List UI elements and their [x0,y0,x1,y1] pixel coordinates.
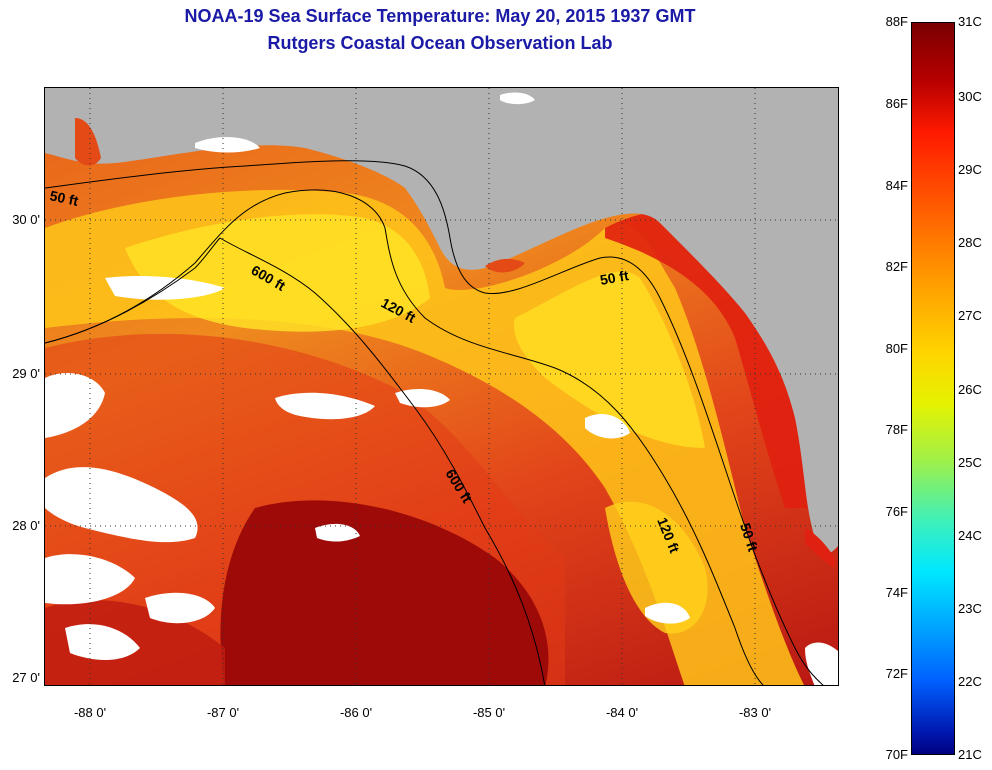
colorbar-label-22c: 22C [958,674,982,689]
lat-label-28: 28 0' [12,518,40,533]
colorbar-label-88f: 88F [885,14,908,29]
colorbar-label-30c: 30C [958,89,982,104]
lon-label-84: -84 0' [605,705,639,720]
chart-title: NOAA-19 Sea Surface Temperature: May 20,… [184,6,696,26]
lon-label-88: -88 0' [73,705,107,720]
contour-label-50ft-west: 50 ft [48,187,80,209]
bathymetry-contours [45,160,824,685]
colorbar-label-29c: 29C [958,162,982,177]
colorbar-label-70f: 70F [885,747,908,762]
colorbar-label-23c: 23C [958,601,982,616]
colorbar-label-28c: 28C [958,235,982,250]
lat-label-27: 27 0' [12,670,40,685]
colorbar-label-78f: 78F [885,422,908,437]
colorbar-label-25c: 25C [958,455,982,470]
colorbar-label-82f: 82F [885,259,908,274]
colorbar-label-26c: 26C [958,382,982,397]
temperature-colorbar [911,22,955,755]
lon-label-83: -83 0' [738,705,772,720]
sst-map[interactable]: 50 ft 600 ft 120 ft 50 ft 600 ft 120 ft … [44,87,839,686]
contour-label-50ft-upper: 50 ft [599,267,630,288]
chart-subtitle: Rutgers Coastal Ocean Observation Lab [267,33,613,53]
lat-label-29: 29 0' [12,366,40,381]
lon-label-87: -87 0' [206,705,240,720]
coastal-warm-strip [605,211,825,508]
colorbar-label-86f: 86F [885,96,908,111]
cloud-cover [45,92,838,685]
colorbar-label-21c: 21C [958,747,982,762]
colorbar-label-74f: 74F [885,585,908,600]
lon-label-85: -85 0' [472,705,506,720]
lon-label-86: -86 0' [339,705,373,720]
colorbar-label-80f: 80F [885,341,908,356]
land [45,88,838,554]
sst-map-canvas: 50 ft 600 ft 120 ft 50 ft 600 ft 120 ft … [45,88,838,685]
warm-core [220,500,549,685]
lat-label-30: 30 0' [12,212,40,227]
colorbar-label-84f: 84F [885,178,908,193]
colorbar-label-76f: 76F [885,504,908,519]
colorbar-label-72f: 72F [885,666,908,681]
colorbar-label-31c: 31C [958,14,982,29]
colorbar-label-27c: 27C [958,308,982,323]
colorbar-label-24c: 24C [958,528,982,543]
